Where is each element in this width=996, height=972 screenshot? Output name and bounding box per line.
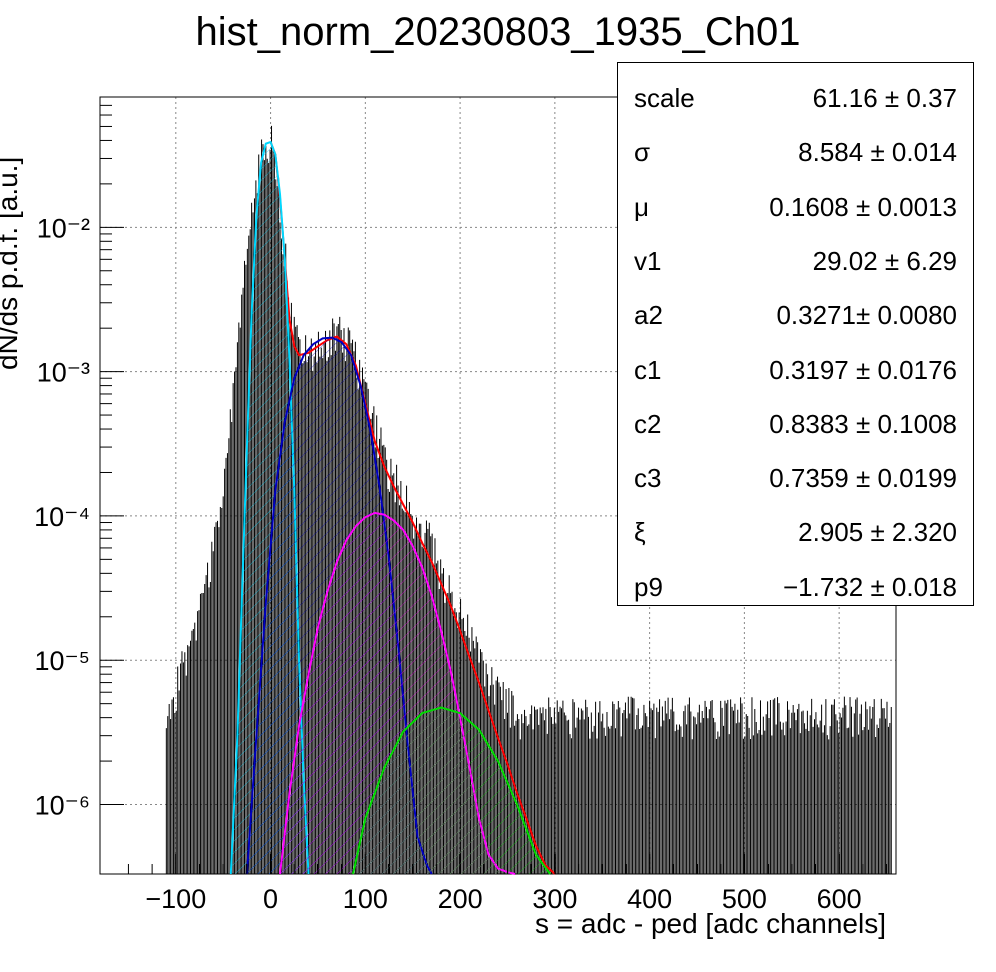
- stats-param-name: c1: [634, 354, 662, 385]
- stats-row: scale 61.16 ± 0.37: [618, 73, 973, 123]
- stats-param-name: ξ: [634, 517, 646, 548]
- y-tick-label: 10⁻⁵: [35, 646, 90, 676]
- x-tick-label: 100: [343, 884, 388, 914]
- stats-row: c3 0.7359 ± 0.0199: [618, 453, 973, 503]
- y-tick-label: 10⁻²: [37, 213, 90, 243]
- stats-row: p9 −1.732 ± 0.018: [618, 562, 973, 612]
- stats-row: ξ 2.905 ± 2.320: [618, 507, 973, 557]
- y-axis-label: dN/ds p.d.f. [a.u.]: [0, 156, 23, 370]
- stats-param-name: c2: [634, 408, 662, 439]
- stats-param-name: p9: [634, 571, 663, 602]
- stats-row: μ 0.1608 ± 0.0013: [618, 182, 973, 232]
- x-tick-label: 400: [627, 884, 672, 914]
- stats-param-name: a2: [634, 300, 663, 331]
- stats-param-value: 2.905 ± 2.320: [798, 517, 957, 548]
- stats-param-name: μ: [634, 191, 649, 222]
- stats-param-name: σ: [634, 137, 651, 168]
- fit-line: [269, 141, 556, 875]
- stats-param-value: 0.8383 ± 0.1008: [769, 408, 957, 439]
- y-tick-label: 10⁻³: [37, 358, 90, 388]
- x-tick-label: 600: [817, 884, 862, 914]
- stats-param-value: 29.02 ± 6.29: [812, 245, 957, 276]
- x-tick-label: −100: [145, 884, 206, 914]
- stats-param-name: c3: [634, 463, 662, 494]
- stats-row: v1 29.02 ± 6.29: [618, 236, 973, 286]
- x-tick-label: 0: [263, 884, 278, 914]
- chart-title: hist_norm_20230803_1935_Ch01: [195, 10, 801, 54]
- axes: −100 0 100 200 300 400 500 600 10⁻⁶ 10⁻⁵ 10⁻⁴ 10⁻³ 1…: [34, 96, 888, 914]
- stats-box: scale 61.16 ± 0.37 σ 8.584 ± 0.014 μ 0.1608 ±…: [617, 62, 974, 606]
- stats-param-name: v1: [634, 245, 662, 276]
- stats-param-value: 61.16 ± 0.37: [812, 83, 957, 113]
- component-line: [352, 706, 551, 875]
- y-tick-label: 10⁻⁶: [35, 791, 90, 821]
- stats-param-value: 0.7359 ± 0.0199: [769, 463, 957, 494]
- component-fill: [353, 707, 551, 874]
- stats-param-value: 8.584 ± 0.014: [798, 137, 957, 168]
- x-tick-label: 300: [532, 884, 577, 914]
- stats-row: a2 0.3271± 0.0080: [618, 290, 973, 340]
- stats-param-name: scale: [634, 83, 695, 113]
- stats-param-value: 0.1608 ± 0.0013: [769, 191, 957, 222]
- stats-row: σ 8.584 ± 0.014: [618, 127, 973, 177]
- x-axis-label: s = adc - ped [adc channels]: [535, 908, 886, 939]
- series-layer: [165, 125, 892, 875]
- y-tick-label: 10⁻⁴: [34, 502, 90, 532]
- stats-param-value: −1.732 ± 0.018: [782, 571, 957, 602]
- stats-param-value: 0.3197 ± 0.0176: [769, 354, 957, 385]
- stats-row: c2 0.8383 ± 0.1008: [618, 399, 973, 449]
- x-tick-label: 500: [722, 884, 767, 914]
- stats-param-value: 0.3271± 0.0080: [776, 300, 957, 331]
- x-tick-label: 200: [438, 884, 483, 914]
- stats-row: c1 0.3197 ± 0.0176: [618, 345, 973, 395]
